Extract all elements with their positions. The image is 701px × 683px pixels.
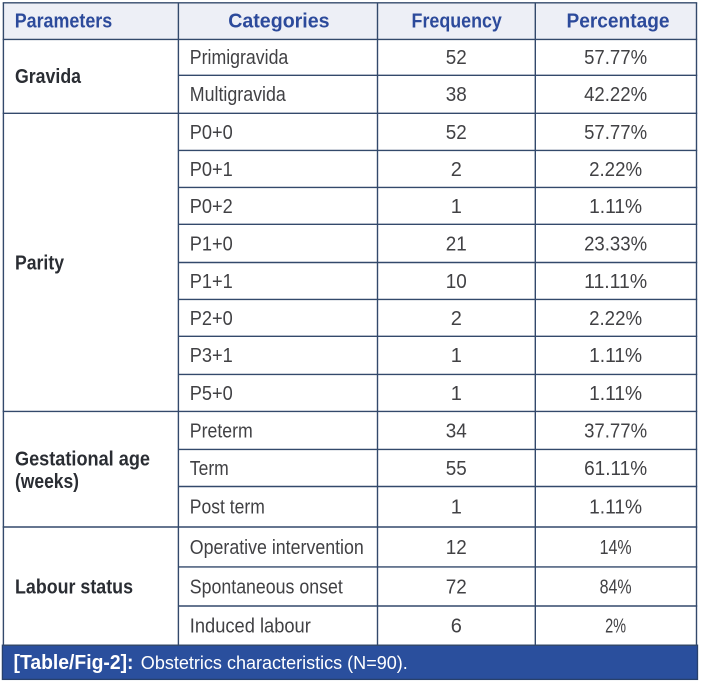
svg-text:57.77%: 57.77%: [584, 47, 647, 69]
svg-text:34: 34: [446, 420, 467, 442]
svg-text:84%: 84%: [600, 576, 632, 598]
svg-text:P3+1: P3+1: [190, 345, 233, 367]
svg-text:12: 12: [446, 537, 467, 559]
svg-text:Percentage: Percentage: [567, 11, 670, 33]
svg-text:P5+0: P5+0: [190, 383, 233, 405]
svg-text:52: 52: [446, 47, 467, 69]
svg-text:P0+1: P0+1: [190, 159, 233, 181]
svg-text:Multigravida: Multigravida: [190, 84, 287, 106]
svg-text:23.33%: 23.33%: [584, 233, 647, 255]
svg-text:38: 38: [446, 84, 467, 106]
svg-text:Post term: Post term: [190, 497, 265, 519]
svg-text:Parity: Parity: [15, 252, 65, 274]
svg-text:Operative intervention: Operative intervention: [190, 537, 364, 559]
svg-text:Categories: Categories: [228, 11, 329, 33]
svg-text:37.77%: 37.77%: [584, 420, 647, 442]
svg-text:6: 6: [451, 616, 462, 638]
svg-text:Primigravida: Primigravida: [190, 47, 289, 69]
svg-text:Gravida: Gravida: [15, 66, 82, 88]
svg-text:11.11%: 11.11%: [584, 271, 647, 293]
svg-text:2.22%: 2.22%: [589, 308, 642, 330]
svg-text:1.11%: 1.11%: [589, 497, 642, 519]
svg-text:Spontaneous onset: Spontaneous onset: [190, 576, 343, 598]
svg-text:P1+1: P1+1: [190, 271, 233, 293]
svg-text:61.11%: 61.11%: [584, 458, 647, 480]
svg-text:1: 1: [451, 383, 462, 405]
svg-text:1: 1: [451, 345, 462, 367]
svg-text:57.77%: 57.77%: [584, 122, 647, 144]
svg-text:1.11%: 1.11%: [589, 383, 642, 405]
svg-text:[Table/Fig-2]:: [Table/Fig-2]:: [14, 652, 134, 674]
svg-text:10: 10: [446, 271, 467, 293]
svg-text:(weeks): (weeks): [15, 471, 79, 493]
svg-text:21: 21: [446, 233, 467, 255]
svg-text:P0+0: P0+0: [190, 122, 233, 144]
svg-text:42.22%: 42.22%: [584, 84, 647, 106]
svg-text:Labour status: Labour status: [15, 576, 133, 598]
svg-text:52: 52: [446, 122, 467, 144]
svg-text:Obstetrics characteristics (N=: Obstetrics characteristics (N=90).: [141, 653, 408, 673]
svg-text:Frequency: Frequency: [412, 11, 503, 33]
svg-text:1: 1: [451, 196, 462, 218]
svg-text:P0+2: P0+2: [190, 196, 233, 218]
svg-text:2: 2: [451, 308, 462, 330]
svg-text:1: 1: [451, 497, 462, 519]
svg-text:72: 72: [446, 576, 467, 598]
svg-text:1.11%: 1.11%: [589, 345, 642, 367]
svg-text:2%: 2%: [605, 616, 626, 638]
svg-text:Gestational age: Gestational age: [15, 449, 150, 471]
svg-text:1.11%: 1.11%: [589, 196, 642, 218]
svg-text:Term: Term: [190, 458, 229, 480]
svg-text:2.22%: 2.22%: [589, 159, 642, 181]
svg-text:P1+0: P1+0: [190, 233, 233, 255]
svg-text:Induced labour: Induced labour: [190, 616, 311, 638]
svg-text:P2+0: P2+0: [190, 308, 233, 330]
svg-text:55: 55: [446, 458, 467, 480]
svg-text:Preterm: Preterm: [190, 420, 253, 442]
svg-text:Parameters: Parameters: [15, 11, 113, 33]
svg-text:14%: 14%: [600, 537, 632, 559]
svg-text:2: 2: [451, 159, 462, 181]
